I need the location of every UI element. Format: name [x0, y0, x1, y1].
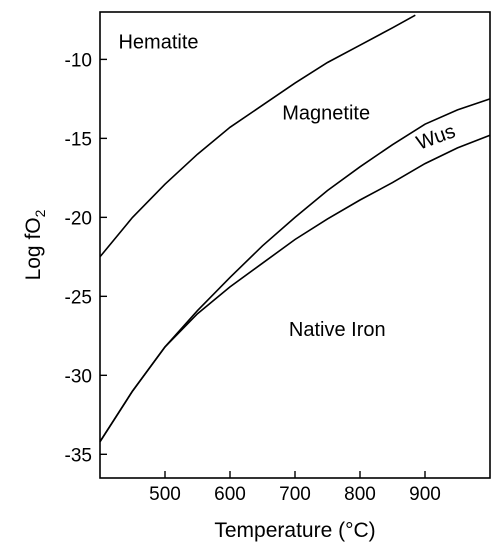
x-tick-label: 500 — [149, 484, 181, 505]
region-label: Wus — [414, 120, 459, 154]
curves-layer — [99, 14, 491, 443]
y-axis-ticks: -10 -15 -20 -25 -30 -35 — [65, 50, 107, 466]
boundary-line-1 — [99, 14, 416, 258]
x-tick-label: 900 — [409, 484, 441, 505]
x-tick-label: 800 — [344, 484, 376, 505]
y-tick-label: -25 — [65, 287, 92, 308]
x-axis-title: Temperature (°C) — [214, 519, 375, 542]
x-tick-label: 700 — [279, 484, 311, 505]
y-tick-label: -15 — [65, 129, 92, 150]
region-labels: Hematite Magnetite Wus Native Iron — [118, 31, 458, 340]
x-tick-label: 600 — [214, 484, 246, 505]
y-tick-label: -30 — [65, 366, 92, 387]
y-tick-label: -10 — [65, 50, 92, 71]
region-label: Magnetite — [282, 102, 370, 124]
y-axis-title-subscript: 2 — [32, 209, 48, 217]
region-label: Native Iron — [289, 319, 386, 341]
x-axis-ticks: 500 600 700 800 900 — [149, 471, 441, 505]
plot-frame — [99, 11, 491, 479]
y-tick-label: -20 — [65, 208, 92, 229]
y-axis-title: Log fO2 — [22, 209, 48, 280]
y-tick-label: -35 — [65, 445, 92, 466]
y-axis-title-main: Log fO — [22, 217, 45, 280]
region-label: Hematite — [118, 31, 198, 53]
boundary-line-3 — [99, 134, 491, 443]
